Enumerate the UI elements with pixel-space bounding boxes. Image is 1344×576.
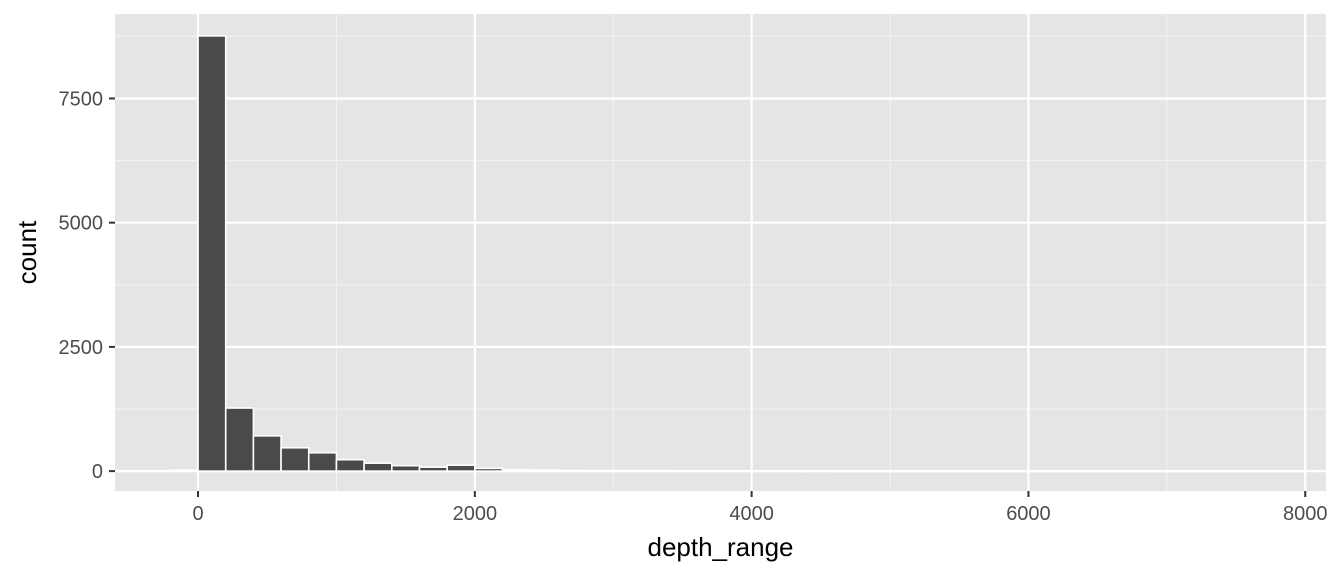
histogram-bar — [972, 470, 1002, 473]
histogram-bar — [612, 469, 642, 472]
histogram-bars — [169, 35, 1307, 473]
histogram-bar — [307, 451, 338, 472]
histogram-bar — [1083, 470, 1113, 473]
histogram-bar — [1276, 470, 1307, 473]
histogram-bar — [944, 470, 974, 473]
y-tick-label: 2500 — [59, 337, 104, 359]
x-axis: 0 2000 4000 6000 8000 — [192, 491, 1327, 525]
histogram-bar — [833, 470, 864, 473]
histogram-bar — [501, 469, 531, 472]
histogram-bar — [750, 470, 781, 473]
y-axis-title: count — [12, 220, 42, 284]
histogram-bar — [169, 469, 199, 472]
histogram-bar — [1138, 470, 1168, 473]
histogram-bar — [1221, 470, 1251, 473]
histogram-bar — [280, 446, 310, 472]
histogram-bar — [418, 466, 448, 472]
histogram-bar — [806, 470, 836, 473]
histogram-bar — [390, 464, 421, 472]
histogram-bar — [667, 470, 698, 473]
histogram-bar — [889, 470, 919, 473]
histogram-bar — [640, 469, 670, 472]
histogram-bar — [197, 35, 227, 472]
x-axis-title: depth_range — [647, 532, 793, 562]
histogram-bar — [778, 470, 808, 473]
plot-panel-background — [115, 14, 1326, 491]
histogram-bar — [224, 407, 255, 472]
histogram-bar — [446, 464, 476, 472]
histogram-bar — [1027, 470, 1057, 473]
histogram-bar — [474, 467, 504, 472]
x-tick-label: 0 — [192, 503, 203, 525]
histogram-bar — [723, 470, 753, 473]
histogram-bar — [1166, 470, 1196, 473]
histogram-bar — [1193, 470, 1224, 473]
minor-gridlines — [115, 14, 1326, 491]
histogram-bar — [1110, 470, 1140, 473]
histogram-bar — [916, 470, 947, 473]
histogram-bar — [335, 458, 365, 472]
histogram-bar — [363, 462, 393, 472]
y-tick-label: 7500 — [59, 88, 104, 110]
histogram-bar — [695, 470, 725, 473]
x-tick-label: 8000 — [1283, 503, 1328, 525]
y-tick-label: 0 — [92, 461, 103, 483]
x-tick-label: 4000 — [729, 503, 774, 525]
histogram-bar — [1055, 470, 1085, 473]
x-tick-label: 6000 — [1006, 503, 1051, 525]
histogram-bar — [252, 435, 282, 472]
histogram-bar — [999, 470, 1030, 473]
y-tick-label: 5000 — [59, 213, 104, 235]
histogram-bar — [529, 469, 559, 472]
histogram-bar — [1249, 470, 1279, 473]
histogram-bar — [861, 470, 891, 473]
histogram-bar — [584, 469, 615, 472]
histogram-bar — [557, 469, 587, 472]
x-tick-label: 2000 — [453, 503, 498, 525]
y-axis: 0 2500 5000 7500 — [59, 88, 115, 483]
